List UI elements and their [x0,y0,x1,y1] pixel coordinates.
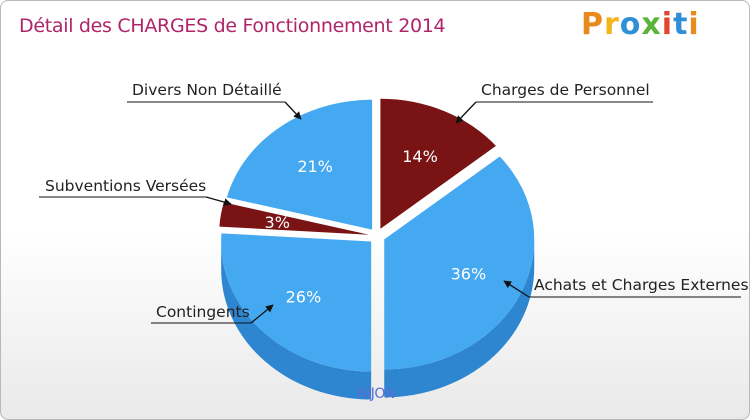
logo-letter: P [581,7,604,42]
callout-2: Achats et Charges Externes [503,276,749,298]
callout-arrow [205,196,232,206]
pie-slice-3: 26% [221,233,372,400]
callout-label: Contingents [156,303,250,321]
pie-slice-top [380,98,496,229]
logo-letters: Proxiti [581,7,700,42]
callout-5: Divers Non Détaillé [127,81,302,120]
logo-letter: r [604,7,620,42]
callout-arrow [455,101,477,124]
proxiti-logo: Proxiti [581,7,700,42]
callouts-layer: Charges de Personnel Achats et Charges Ex… [39,81,749,324]
callout-1: Charges de Personnel [455,81,653,124]
pie-slice-top [226,99,373,230]
callout-label: Charges de Personnel [481,81,650,99]
pie-slice-4: 3% [219,202,370,235]
callout-arrow [284,101,302,120]
pie-slice-side [221,241,372,400]
logo-letter: x [641,7,662,42]
chart-title: Détail des CHARGES de Fonctionnement 201… [19,15,446,37]
commune-name: NIJON [357,386,395,402]
pie-percent-label: 14% [402,147,438,166]
callout-4: Subventions Versées [39,177,232,206]
pie-slice-side [384,239,535,398]
pie-slice-top [221,233,372,372]
logo-letter: o [619,7,642,42]
pie-percent-label: 26% [286,288,322,307]
pie-percent-label: 36% [451,265,487,284]
pie-slice-top [219,202,370,235]
pie-percent-label: 21% [297,157,333,176]
pie-slice-2: 36% [384,156,535,398]
callout-3: Contingents [151,303,274,324]
callout-arrow [250,304,274,324]
pie-slice-5: 21% [226,99,373,230]
pie-percent-label: 3% [265,213,290,232]
slices-layer: 14% 21% 3% 36% 26% [219,98,535,400]
logo-letter: i [688,7,700,42]
logo-letter: i [661,7,674,42]
pie-slice-1: 14% [380,98,496,229]
pie-slice-top [384,156,535,370]
callout-label: Achats et Charges Externes [534,276,749,294]
callout-label: Subventions Versées [45,177,206,195]
logo-letter: t [673,7,689,42]
callout-label: Divers Non Détaillé [132,81,282,99]
callout-arrow [503,280,530,298]
